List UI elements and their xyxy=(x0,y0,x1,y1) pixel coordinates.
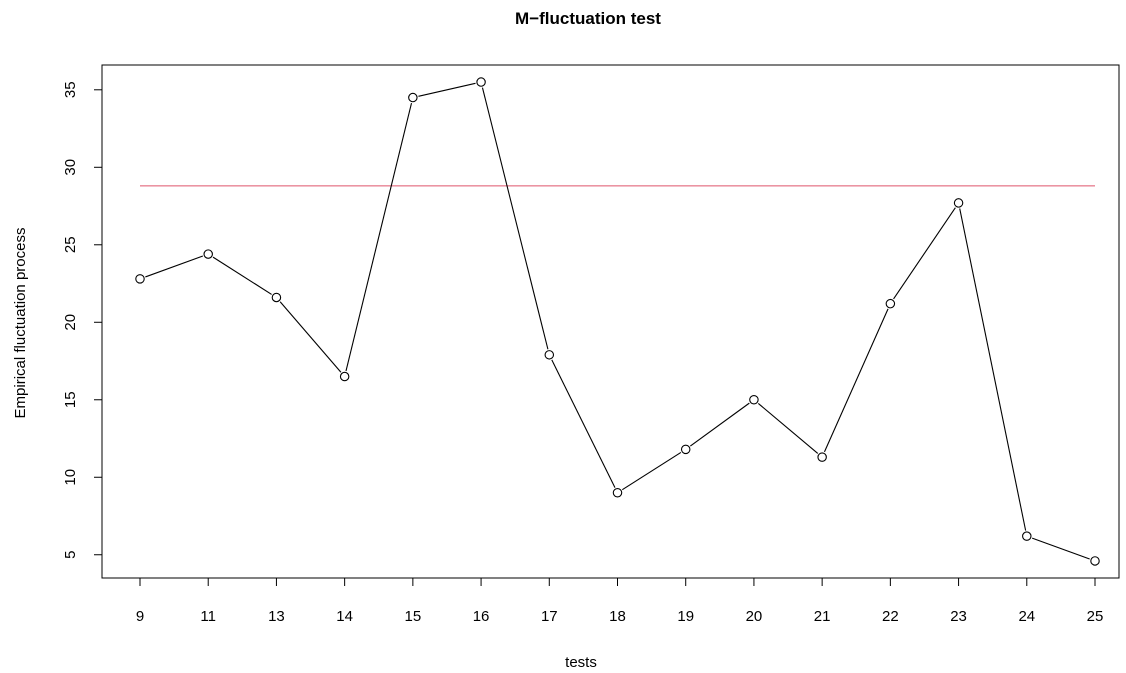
series-line-segment xyxy=(893,207,956,300)
series-line-segment xyxy=(757,403,819,454)
data-point xyxy=(476,77,486,87)
data-point xyxy=(1022,531,1032,541)
x-tick-label: 21 xyxy=(814,608,831,625)
x-axis: 9 11 13 14 15 16 17 18 19 20 21 22 23 24 25 xyxy=(136,577,1104,625)
plot-frame xyxy=(101,64,1120,579)
x-tick-label: 14 xyxy=(336,608,353,625)
data-point xyxy=(544,350,555,360)
x-tick-label: 20 xyxy=(746,608,763,625)
data-point xyxy=(680,444,691,455)
x-tick-label: 9 xyxy=(136,608,144,625)
series-line-segment xyxy=(279,301,342,373)
x-tick-label: 25 xyxy=(1087,608,1104,625)
data-point xyxy=(612,488,623,498)
x-tick-label: 22 xyxy=(882,608,899,625)
y-tick-label: 35 xyxy=(62,81,79,98)
data-point xyxy=(339,371,350,382)
plot-area xyxy=(101,64,1120,579)
x-tick-label: 18 xyxy=(609,608,626,625)
data-point xyxy=(408,92,418,103)
x-tick-label: 17 xyxy=(541,608,558,625)
x-axis-label: tests xyxy=(565,654,597,671)
chart-title: M−fluctuation test xyxy=(515,9,661,28)
y-tick-label: 5 xyxy=(62,551,79,559)
series-line-segment xyxy=(212,256,272,295)
series-line-segment xyxy=(551,359,616,488)
series-line-segment xyxy=(145,255,204,278)
x-tick-label: 23 xyxy=(950,608,967,625)
data-point xyxy=(271,292,282,303)
series-line-segment xyxy=(1031,537,1090,560)
y-tick-label: 15 xyxy=(62,391,79,408)
y-tick-label: 25 xyxy=(62,236,79,253)
y-axis: 5 10 15 20 25 30 35 xyxy=(62,81,103,559)
series-line-segment xyxy=(959,208,1027,531)
data-point xyxy=(749,395,759,405)
series-line-segment xyxy=(690,402,750,447)
data-point xyxy=(135,274,145,284)
data-point xyxy=(203,249,213,259)
data-point xyxy=(817,452,827,462)
x-tick-label: 11 xyxy=(200,608,216,625)
series-line-segment xyxy=(622,451,682,491)
series-line-segment xyxy=(481,87,549,350)
y-axis-label: Empirical fluctuation process xyxy=(12,228,29,419)
x-tick-label: 16 xyxy=(473,608,490,625)
series-line-segment xyxy=(823,308,889,453)
x-tick-label: 24 xyxy=(1018,608,1035,625)
series-layer xyxy=(135,77,1100,566)
data-point xyxy=(953,198,964,208)
y-tick-label: 20 xyxy=(62,314,79,331)
y-tick-label: 10 xyxy=(62,469,79,486)
data-point xyxy=(885,298,896,309)
x-tick-label: 19 xyxy=(677,608,694,625)
series-line-segment xyxy=(345,102,413,372)
series-line-segment xyxy=(418,82,476,97)
data-point xyxy=(1090,556,1100,566)
x-tick-label: 15 xyxy=(405,608,422,625)
y-tick-label: 30 xyxy=(62,159,79,176)
x-tick-label: 13 xyxy=(268,608,285,625)
